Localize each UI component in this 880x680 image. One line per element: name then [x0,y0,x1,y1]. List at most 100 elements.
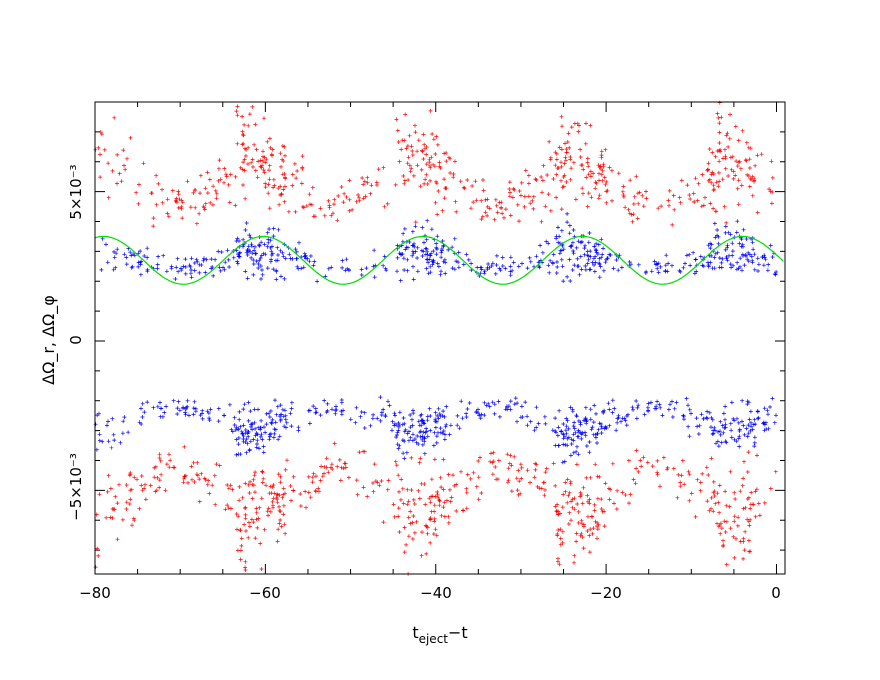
data-point-blue [394,435,399,440]
data-point-blue [730,249,735,254]
data-point-blue [396,428,401,433]
data-point-blue [760,255,765,259]
data-point-blue [515,401,520,406]
data-point-blue [434,245,439,250]
data-point-blue [515,419,519,424]
data-point-red [599,149,604,154]
data-point-red [752,178,757,183]
data-point-blue [175,406,180,411]
data-point-red [420,149,425,154]
data-point-red [413,123,417,128]
data-point-red [335,218,340,223]
data-point-red [685,183,690,188]
data-point-blue [582,252,587,257]
data-point-red [630,219,635,224]
data-point-blue [145,400,150,405]
data-point-blue [110,416,115,421]
data-point-red [432,457,437,462]
data-point-blue [770,396,775,401]
data-point-red [519,193,523,198]
data-point-blue [700,263,705,268]
data-point-blue [411,432,415,437]
data-point-blue [554,430,558,435]
data-point-red [715,149,720,153]
data-point-blue [341,408,346,413]
data-point-blue [725,243,730,248]
data-point-red [626,207,631,212]
data-point-red [732,555,737,560]
data-point-blue [281,414,286,419]
data-point-blue [561,422,566,426]
data-point-blue [745,434,750,439]
data-point-blue [516,264,521,269]
data-point-blue [339,400,344,405]
data-point-blue [572,426,577,431]
data-point-blue [254,259,259,264]
data-point-blue [597,256,602,261]
data-point-blue [701,416,706,421]
data-point-red [226,486,231,491]
data-point-blue [455,413,460,418]
data-point-blue [646,408,651,413]
data-point-blue [440,413,445,418]
data-point-red [600,178,605,183]
data-point-blue [254,445,259,450]
data-point-blue [592,263,596,267]
data-point-blue [444,404,449,409]
data-point-blue [493,271,498,276]
data-point-red [155,475,160,480]
data-point-blue [615,416,620,421]
data-point-red [396,514,401,519]
data-point-red [120,517,125,522]
data-point-blue [429,251,434,256]
data-point-blue [169,266,174,271]
data-point-red [656,206,661,211]
data-point-red [602,509,607,514]
data-point-red [563,141,567,146]
data-point-red [641,455,646,460]
data-point-blue [583,267,588,272]
data-point-blue [244,450,249,455]
data-point-red [601,162,606,167]
data-point-red [246,482,251,487]
data-point-blue [728,232,733,237]
data-point-blue [575,444,579,449]
data-point-blue [430,259,435,264]
data-point-red [750,193,755,198]
data-point-red [587,497,592,502]
data-point-red [748,146,753,151]
data-point-blue [204,257,209,262]
data-point-red [433,494,438,499]
data-point-red [740,483,745,488]
data-point-red [347,178,352,183]
data-point-red [444,151,449,155]
data-point-red [745,497,750,501]
data-point-blue [311,263,316,268]
data-point-blue [744,237,749,241]
data-point-blue [574,414,579,419]
data-point-blue [415,245,420,250]
data-point-red [407,133,412,138]
data-point-red [724,220,729,225]
data-point-blue [436,416,441,421]
data-point-blue [249,424,253,429]
data-point-red [283,175,288,180]
data-point-red [361,485,366,490]
data-point-red [748,517,753,522]
data-point-red [257,505,262,510]
data-point-red [372,462,377,467]
data-point-blue [271,234,276,239]
data-point-blue [627,260,632,264]
data-point-blue [268,238,273,243]
data-point-blue [731,416,736,421]
data-point-blue [256,425,261,430]
data-point-red [431,137,436,142]
data-point-blue [175,412,180,416]
data-point-blue [431,249,436,254]
data-point-blue [623,418,628,423]
data-point-red [194,221,199,226]
data-point-blue [359,273,364,277]
data-point-red [281,486,286,491]
data-point-blue [368,423,373,428]
data-point-blue [693,257,698,262]
